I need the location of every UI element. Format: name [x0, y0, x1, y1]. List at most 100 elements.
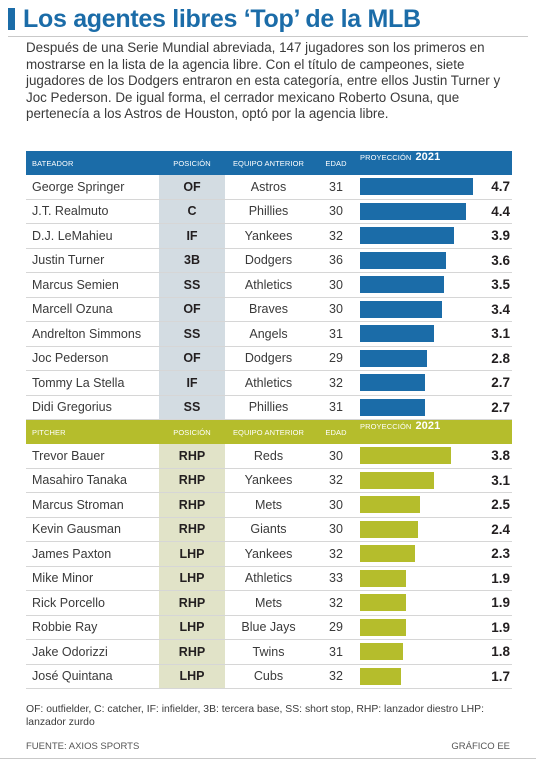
projection-value: 4.4 [491, 203, 510, 219]
player-team: Reds [253, 448, 284, 463]
projection-value: 3.6 [491, 252, 510, 268]
player-name: Justin Turner [32, 253, 105, 268]
player-name: Robbie Ray [32, 620, 98, 635]
projection-bar-track [360, 227, 480, 245]
player-position: LHP [159, 542, 225, 566]
projection-bar-track [360, 569, 480, 587]
projection-bar-track [360, 545, 480, 563]
player-name: Andrelton Simmons [32, 326, 142, 341]
player-position: OF [159, 175, 225, 199]
player-age: 32 [329, 375, 343, 390]
projection-bar-track [360, 251, 480, 269]
player-age: 29 [329, 620, 343, 635]
table-row: José Quintana LHP Cubs 32 1.7 [26, 664, 512, 689]
player-age: 32 [329, 473, 343, 488]
projection-cell: 3.8 [360, 444, 512, 468]
player-name: Marcus Stroman [32, 497, 124, 512]
player-age: 30 [329, 302, 343, 317]
title-row: Los agentes libres ‘Top’ de la MLB [8, 4, 528, 34]
player-team: Athletics [244, 277, 293, 292]
projection-bar-track [360, 300, 480, 318]
table-row: Tommy La Stella IF Athletics 32 2.7 [26, 371, 512, 396]
projection-bar [360, 202, 466, 220]
player-age: 30 [329, 448, 343, 463]
table-row: Kevin Gausman RHP Giants 30 2.4 [26, 517, 512, 542]
table-row: James Paxton LHP Yankees 32 2.3 [26, 542, 512, 567]
projection-bar-track [360, 178, 480, 196]
projection-value: 3.5 [491, 277, 510, 293]
projection-value: 1.8 [491, 644, 510, 660]
projection-bar-track [360, 496, 480, 514]
player-age: 29 [329, 351, 343, 366]
projection-bar-track [360, 520, 480, 538]
projection-cell: 2.5 [360, 493, 512, 517]
graphic-credit: GRÁFICO EE [451, 741, 510, 752]
projection-bar-track [360, 594, 480, 612]
player-age: 31 [329, 400, 343, 415]
player-name: Joc Pederson [32, 351, 109, 366]
projection-bar-track [360, 471, 480, 489]
table-row: J.T. Realmuto C Phillies 30 4.4 [26, 199, 512, 224]
projection-bar-track [360, 202, 480, 220]
projection-cell: 2.4 [360, 518, 512, 542]
player-name: Tommy La Stella [32, 375, 125, 390]
projection-value: 1.9 [491, 619, 510, 635]
projection-cell: 1.9 [360, 616, 512, 640]
player-position: RHP [159, 517, 225, 541]
projection-value: 3.1 [491, 472, 510, 488]
player-age: 30 [329, 497, 343, 512]
projection-bar [360, 667, 401, 685]
projection-bar [360, 545, 416, 563]
projection-bar-track [360, 325, 480, 343]
table-row: Joc Pederson OF Dodgers 29 2.8 [26, 346, 512, 371]
player-name: Trevor Bauer [32, 448, 105, 463]
footnote: OF: outfielder, C: catcher, IF: infielde… [26, 704, 484, 728]
table-header-bat: BATEADOR POSICIÓN EQUIPO ANTERIOR EDAD PROYE… [26, 151, 512, 175]
projection-cell: 3.6 [360, 249, 512, 273]
player-team: Braves [249, 302, 288, 317]
player-name: José Quintana [32, 669, 113, 684]
intro-paragraph: Después de una Serie Mundial abreviada, … [26, 40, 501, 122]
projection-bar [360, 374, 425, 392]
header-age: EDAD [325, 158, 347, 168]
header-projection-year: 2021 [415, 420, 441, 432]
player-position: 3B [159, 248, 225, 272]
projection-bar [360, 276, 444, 294]
table-row: Jake Odorizzi RHP Twins 31 1.8 [26, 640, 512, 665]
projection-bar [360, 300, 442, 318]
projection-cell: 1.7 [360, 665, 512, 689]
player-position: LHP [159, 566, 225, 590]
projection-cell: 2.7 [360, 396, 512, 420]
header-position: POSICIÓN [173, 427, 211, 437]
player-position: SS [159, 273, 225, 297]
projection-bar [360, 618, 406, 636]
player-name: Masahiro Tanaka [32, 473, 127, 488]
projection-cell: 3.1 [360, 322, 512, 346]
player-age: 32 [329, 546, 343, 561]
header-projection-label: PROYECCIÓN [360, 422, 412, 431]
free-agents-table: BATEADOR POSICIÓN EQUIPO ANTERIOR EDAD PROYE… [26, 151, 512, 689]
player-age: 33 [329, 571, 343, 586]
table-row: Robbie Ray LHP Blue Jays 29 1.9 [26, 615, 512, 640]
player-name: Marcus Semien [32, 277, 119, 292]
player-name: Mike Minor [32, 571, 94, 586]
player-team: Yankees [244, 546, 293, 561]
player-position: LHP [159, 615, 225, 639]
player-position: SS [159, 322, 225, 346]
projection-cell: 2.7 [360, 371, 512, 395]
player-team: Phillies [248, 400, 289, 415]
bottom-divider [0, 758, 536, 759]
title-accent-bar [8, 8, 15, 30]
player-age: 32 [329, 228, 343, 243]
header-name: PITCHER [32, 427, 66, 437]
player-age: 30 [329, 522, 343, 537]
player-position: OF [159, 346, 225, 370]
player-position: RHP [159, 640, 225, 664]
header-name: BATEADOR [32, 158, 74, 168]
player-team: Dodgers [244, 351, 293, 366]
projection-bar [360, 471, 435, 489]
projection-bar [360, 643, 404, 661]
projection-bar [360, 496, 420, 514]
projection-cell: 3.1 [360, 469, 512, 493]
player-team: Cubs [253, 669, 284, 684]
